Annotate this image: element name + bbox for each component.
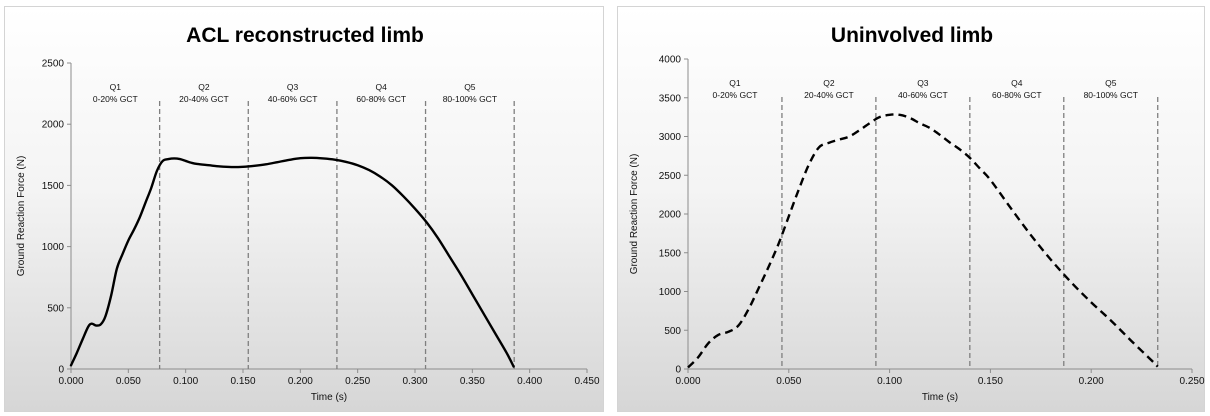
y-axis-label: Ground Reaction Force (N) [629,154,640,275]
x-tick-label: 0.100 [173,376,198,387]
quintile-range-label: 60-80% GCT [992,90,1042,100]
y-axis-label: Ground Reaction Force (N) [16,156,27,277]
x-tick-label: 0.300 [402,376,427,387]
x-tick-label: 0.150 [978,376,1003,387]
x-tick-label: 0.200 [288,376,313,387]
quintile-range-label: 80-100% GCT [443,94,497,104]
chart-uninvolved-limb: Uninvolved limb 0 500 1000 1500 2000 2500 3000 3… [629,24,1205,403]
chart-acl-reconstructed-limb: ACL reconstructed limb 0 500 1000 1500 2000 25… [16,24,600,403]
quintile-name-label: Q2 [823,78,835,88]
quintile-name-label: Q4 [1011,78,1023,88]
chart-panel-acl-reconstructed-limb: ACL reconstructed limb 0 500 1000 1500 2000 25… [4,6,604,412]
quintile-name-label: Q5 [1105,78,1117,88]
x-tick-label: 0.150 [230,376,255,387]
x-tick-label: 0.400 [517,376,542,387]
x-axis-label: Time (s) [922,392,958,403]
x-tick-label: 0.000 [58,376,83,387]
x-tick-label: 0.050 [776,376,801,387]
quintile-name-label: Q1 [110,82,122,92]
quintile-name-label: Q3 [917,78,929,88]
quintile-range-label: 40-60% GCT [268,94,318,104]
y-tick-label: 500 [664,326,681,337]
quintile-range-label: 0-20% GCT [93,94,138,104]
x-tick-label: 0.350 [460,376,485,387]
quintile-name-label: Q2 [198,82,210,92]
quintile-range-label: 20-40% GCT [179,94,229,104]
x-tick-label: 0.450 [574,376,599,387]
x-tick-label: 0.250 [1179,376,1204,387]
y-tick-label: 1000 [42,242,65,253]
y-tick-label: 1500 [42,181,65,192]
series-line [687,113,1159,369]
x-tick-label: 0.200 [1079,376,1104,387]
y-tick-label: 2000 [659,210,682,221]
quintile-name-label: Q3 [287,82,299,92]
quintile-name-label: Q1 [729,78,741,88]
y-tick-label: 2500 [42,59,65,70]
quintile-range-label: 0-20% GCT [713,90,758,100]
y-tick-label: 3500 [659,93,682,104]
y-tick-label: 2500 [659,171,682,182]
quintile-range-label: 20-40% GCT [804,90,854,100]
quintile-range-label: 80-100% GCT [1084,90,1138,100]
y-tick-label: 1500 [659,248,682,259]
chart-title: Uninvolved limb [831,24,993,47]
y-tick-label: 1000 [659,287,682,298]
chart-title: ACL reconstructed limb [186,24,424,47]
y-tick-label: 0 [58,365,64,376]
y-tick-label: 4000 [659,55,682,66]
y-tick-label: 500 [47,303,64,314]
quintile-name-label: Q5 [464,82,476,92]
quintile-range-label: 40-60% GCT [898,90,948,100]
series-line [69,156,515,368]
y-tick-label: 3000 [659,132,682,143]
x-tick-label: 0.250 [345,376,370,387]
x-tick-label: 0.100 [877,376,902,387]
chart-panel-uninvolved-limb: Uninvolved limb 0 500 1000 1500 2000 2500 3000 3… [617,6,1205,412]
x-tick-label: 0.000 [675,376,700,387]
quintile-range-label: 60-80% GCT [356,94,406,104]
y-tick-label: 0 [675,365,681,376]
x-tick-label: 0.050 [116,376,141,387]
y-tick-label: 2000 [42,120,65,131]
quintile-name-label: Q4 [376,82,388,92]
x-axis-label: Time (s) [311,392,347,403]
